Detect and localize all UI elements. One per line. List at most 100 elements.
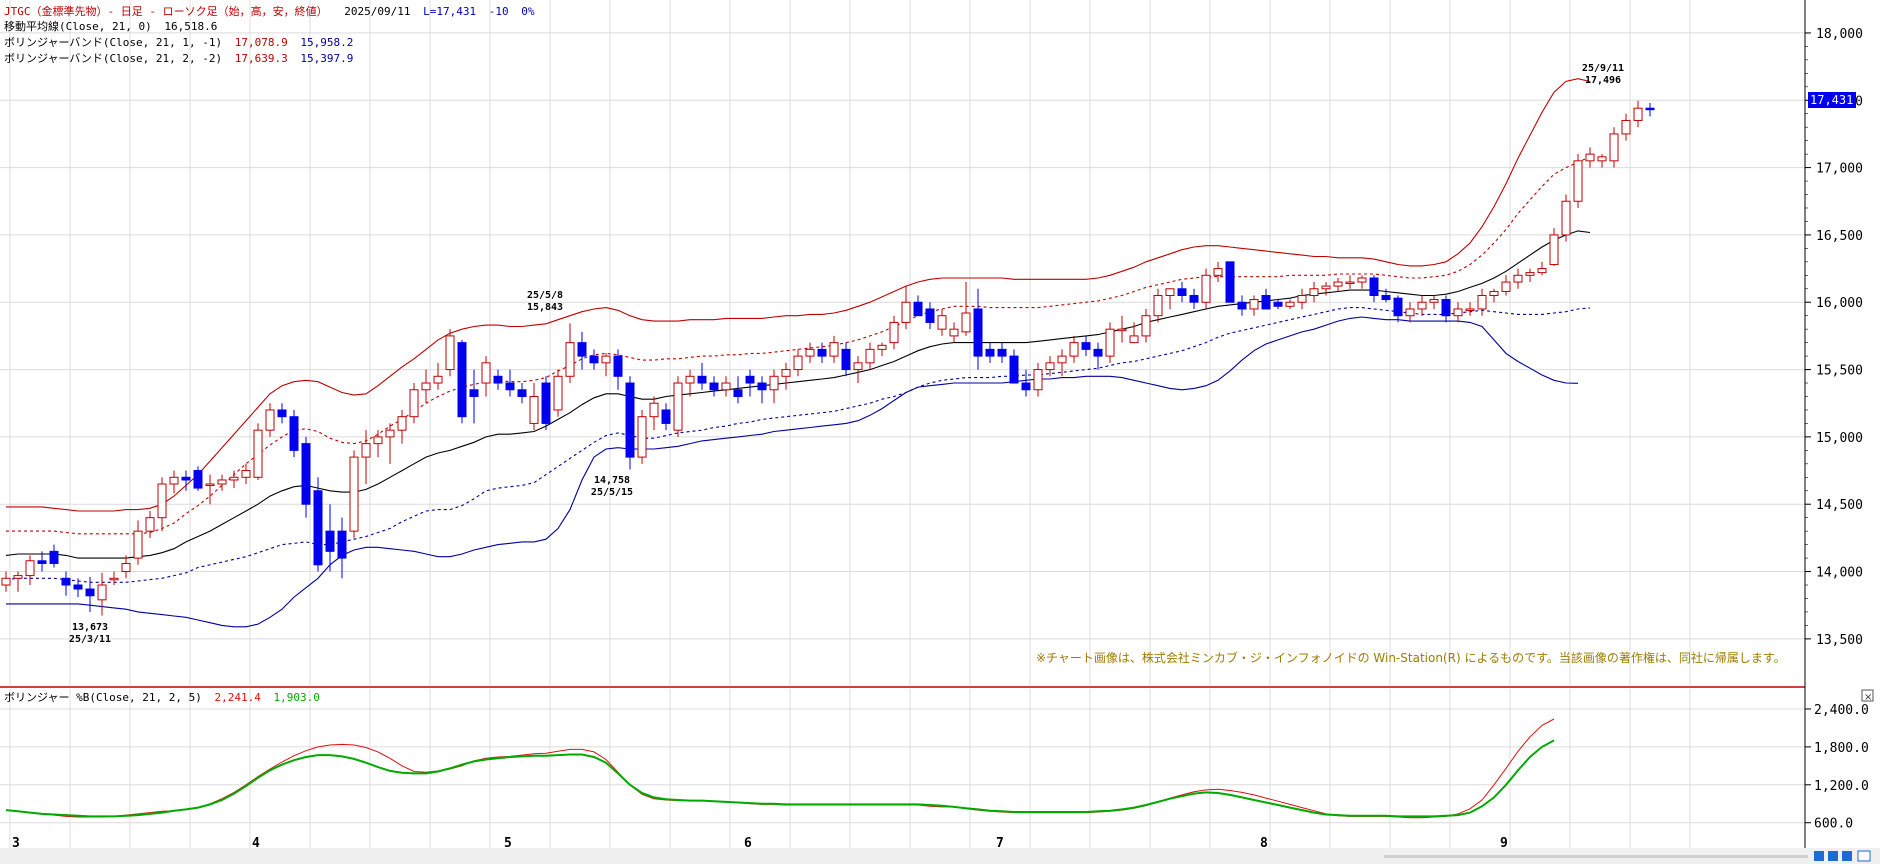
candle: [529, 383, 539, 431]
sub-series: [5, 718, 1555, 819]
candle: [493, 369, 503, 390]
zoom-button[interactable]: [1828, 851, 1838, 861]
scrollbar-track[interactable]: [1384, 855, 1808, 858]
candle-body: [1621, 119, 1631, 135]
candle: [1573, 154, 1583, 208]
candle: [457, 339, 467, 424]
close-panel-button[interactable]: [1861, 689, 1874, 702]
candle-body: [181, 476, 191, 481]
candle-body: [637, 416, 647, 458]
candle: [409, 383, 419, 424]
candle: [1165, 288, 1175, 309]
candle-body: [1381, 295, 1391, 301]
candle-body: [601, 355, 611, 364]
candle-body: [757, 382, 767, 391]
annotation-low-may-date: 25/5/15: [591, 487, 633, 498]
pctb-label: ボリンジャー %B(Close, 21, 2, 5): [4, 691, 202, 704]
y-tick-label: 16,500: [1816, 229, 1863, 244]
candle: [1645, 102, 1655, 117]
candle: [61, 571, 71, 596]
y-tick-label: 16,000: [1816, 296, 1863, 311]
candle: [277, 403, 287, 424]
candle: [745, 369, 755, 397]
candle-body: [1549, 234, 1559, 266]
candle-body: [49, 550, 59, 564]
candle-body: [817, 348, 827, 357]
candle-body: [745, 375, 755, 384]
candle-body: [397, 416, 407, 431]
candle-body: [1477, 295, 1487, 310]
candle-body: [1285, 301, 1295, 307]
candle: [601, 353, 611, 377]
current-price-label: 17,431: [1810, 93, 1853, 107]
current-price-tag: [1808, 92, 1856, 108]
copyright-notice: ※チャート画像は、株式会社ミンカブ・ジ・インフォノイドの Win-Station…: [1036, 650, 1786, 665]
candle: [1345, 275, 1355, 289]
candle-body: [469, 389, 479, 397]
scroll-left-button[interactable]: [1814, 851, 1824, 861]
expand-button[interactable]: [1857, 850, 1871, 862]
candles: [1, 100, 1655, 616]
candle: [1093, 342, 1103, 370]
candle-body: [217, 479, 227, 485]
candle: [73, 578, 83, 598]
x-tick-label: 4: [252, 836, 260, 851]
candle-body: [1033, 369, 1043, 391]
candle: [1045, 356, 1055, 377]
candle-body: [433, 375, 443, 384]
candle-body: [1441, 299, 1451, 317]
candle: [517, 383, 527, 404]
candle-body: [925, 308, 935, 323]
candle: [1141, 308, 1151, 343]
candle: [733, 376, 743, 404]
candle: [577, 331, 587, 370]
x-tick-label: 3: [12, 836, 20, 851]
candle: [841, 342, 851, 377]
candle-body: [133, 530, 143, 559]
candle-body: [1237, 301, 1247, 310]
series-line-4: [6, 316, 1579, 628]
candle-body: [733, 389, 743, 397]
candle-body: [565, 342, 575, 377]
candle-body: [553, 375, 563, 411]
candle-body: [1309, 288, 1319, 297]
candle-body: [145, 517, 155, 532]
candle-body: [337, 530, 347, 559]
candle: [781, 362, 791, 390]
series-line-3: [6, 78, 1591, 512]
y-tick-label: 1,200.0: [1814, 779, 1869, 794]
candle-body: [1645, 107, 1655, 111]
candle: [169, 470, 179, 494]
candle-body: [325, 530, 335, 552]
candle: [85, 576, 95, 612]
candle: [97, 572, 107, 616]
candle-body: [157, 483, 167, 519]
annotation-low-march-value: 13,673: [72, 622, 108, 633]
candle: [1057, 349, 1067, 377]
candle-body: [781, 369, 791, 377]
x-tick-label: 5: [504, 836, 512, 851]
candle-body: [1597, 156, 1607, 162]
candle: [865, 342, 875, 370]
candle: [373, 430, 383, 458]
candle-body: [1189, 295, 1199, 303]
candle-body: [997, 348, 1007, 357]
scroll-right-button[interactable]: [1842, 851, 1852, 861]
candle: [1513, 268, 1523, 289]
candle-body: [1345, 281, 1355, 285]
candle: [877, 342, 887, 357]
header-line-2: 移動平均線(Close, 21, 0) 16,518.6: [4, 19, 217, 33]
pctb-value-1: 2,241.4: [215, 691, 262, 704]
candle: [37, 551, 47, 572]
candle-body: [1537, 268, 1547, 274]
candle: [313, 477, 323, 572]
candle: [205, 474, 215, 505]
y-tick-label: 18,000: [1816, 27, 1863, 42]
candle-body: [865, 348, 875, 364]
candle: [1429, 295, 1439, 309]
candle: [217, 474, 227, 491]
candle: [1189, 288, 1199, 309]
candle: [1273, 299, 1283, 309]
bb1-upper-value: 17,078.9: [235, 36, 288, 49]
candle: [1381, 288, 1391, 303]
